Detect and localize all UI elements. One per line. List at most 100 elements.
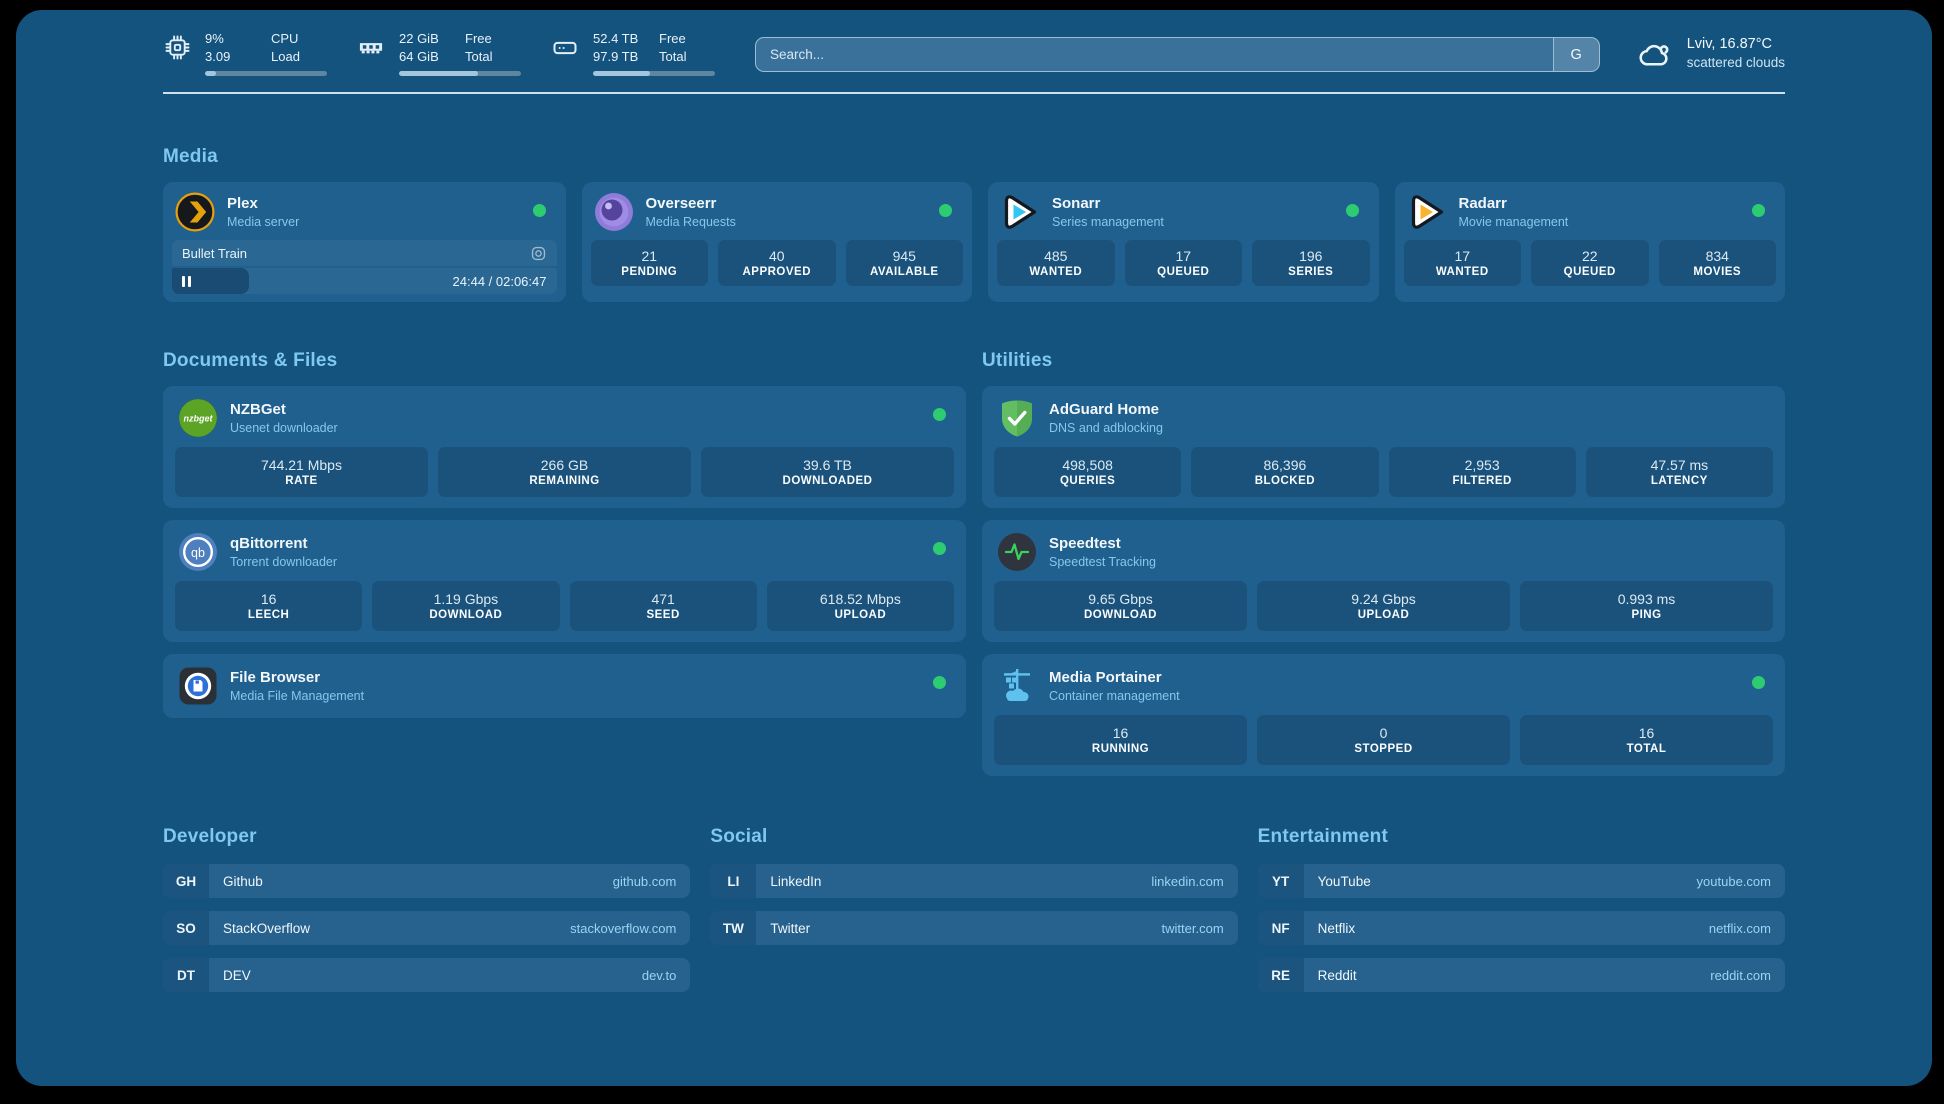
app-card-qbittorrent[interactable]: qb qBittorrent Torrent downloader (163, 520, 966, 643)
app-card-adguard[interactable]: AdGuard Home DNS and adblocking 498,508 … (982, 386, 1785, 509)
app-card-filebrowser[interactable]: File Browser Media File Management (163, 654, 966, 719)
stat-label: QUEUED (1563, 266, 1616, 279)
stat-value: 9.65 Gbps (1088, 591, 1153, 608)
bookmark-netflix[interactable]: NF Netflix netflix.com (1257, 911, 1785, 946)
stat-label: MOVIES (1693, 266, 1742, 279)
bookmark-twitter[interactable]: TW Twitter twitter.com (710, 911, 1238, 946)
ram-icon (357, 34, 385, 62)
stat-label: WANTED (1435, 266, 1489, 279)
stat-tile: 471 SEED (569, 581, 757, 632)
bookmark-name: Github (223, 873, 263, 889)
bookmark-name: LinkedIn (770, 873, 822, 889)
adguard-icon (997, 398, 1037, 438)
app-subtitle: Media File Management (230, 688, 365, 703)
app-subtitle: Media Requests (645, 214, 736, 229)
stat-value: 1.19 Gbps (433, 591, 499, 608)
stat-value: 21 (641, 248, 658, 265)
section-title-utilities: Utilities (982, 350, 1053, 372)
stat-label: DOWNLOAD (429, 609, 503, 622)
stat-label: APPROVED (742, 266, 812, 279)
stat-label: QUEUED (1157, 266, 1210, 279)
bookmark-abbr: LI (710, 864, 757, 899)
bookmark-stackoverflow[interactable]: SO StackOverflow stackoverflow.com (163, 911, 691, 946)
app-card-sonarr[interactable]: Sonarr Series management 485 WANTED 17 Q… (988, 182, 1379, 303)
app-card-speedtest[interactable]: Speedtest Speedtest Tracking 9.65 Gbps D… (982, 520, 1785, 643)
search-engine-button[interactable]: G (1552, 38, 1599, 71)
plex-icon (175, 192, 215, 232)
section-title-documents: Documents & Files (163, 350, 338, 372)
section-title-entertainment: Entertainment (1257, 826, 1388, 848)
weather-widget: Lviv, 16.87°C scattered clouds (1636, 34, 1785, 73)
disk-icon (551, 34, 579, 62)
stat-tile: 16 TOTAL (1520, 715, 1773, 766)
stat-label: DOWNLOAD (1084, 609, 1157, 622)
stat-value: 16 (1112, 725, 1129, 742)
cpu-load-value: 3.09 (205, 48, 231, 64)
bookmark-reddit[interactable]: RE Reddit reddit.com (1257, 958, 1785, 993)
bookmark-abbr: NF (1257, 911, 1304, 946)
stat-tile: 1.19 Gbps DOWNLOAD (372, 581, 560, 632)
bookmark-linkedin[interactable]: LI LinkedIn linkedin.com (710, 864, 1238, 899)
stat-label: RATE (285, 475, 318, 488)
playback-time: 24:44 / 02:06:47 (452, 273, 547, 289)
stat-label: WANTED (1029, 266, 1083, 279)
stat-value: 22 (1581, 248, 1598, 265)
app-card-portainer[interactable]: Media Portainer Container management 16 … (982, 654, 1785, 777)
cpu-progress-bar (205, 71, 327, 77)
bookmark-url: github.com (612, 873, 677, 889)
memory-stat: 22 GiB 64 GiB Free Total (357, 30, 521, 77)
stat-value: 0 (1379, 725, 1388, 742)
media-type-icon (530, 245, 547, 262)
stat-label: DOWNLOADED (782, 475, 873, 488)
pause-icon[interactable] (182, 268, 191, 294)
disk-stat: 52.4 TB 97.9 TB Free Total (551, 30, 715, 77)
stat-label: REMAINING (529, 475, 600, 488)
bookmark-url: dev.to (641, 967, 677, 983)
stat-tile: 945 AVAILABLE (845, 240, 963, 287)
developer-column: Developer GH Github github.com SO StackO… (163, 826, 691, 1005)
app-name: qBittorrent (230, 535, 308, 553)
app-card-nzbget[interactable]: nzbget NZBGet Usenet downloader 74 (163, 386, 966, 509)
section-title-developer: Developer (163, 826, 257, 848)
memory-total-value: 64 GiB (399, 48, 439, 64)
disk-free-label: Free (659, 31, 686, 46)
search-input[interactable] (755, 37, 1600, 72)
status-indicator (532, 204, 546, 218)
app-subtitle: Torrent downloader (230, 554, 338, 569)
stat-label: UPLOAD (1357, 609, 1410, 622)
stat-label: SEED (646, 609, 680, 622)
stat-tile: 744.21 Mbps RATE (175, 447, 428, 498)
cpu-load-label: Load (271, 48, 300, 64)
bookmark-name: Twitter (770, 920, 811, 936)
bookmark-youtube[interactable]: YT YouTube youtube.com (1257, 864, 1785, 899)
stat-tile: 47.57 ms LATENCY (1585, 447, 1773, 498)
stat-tile: 0 STOPPED (1257, 715, 1510, 766)
app-card-radarr[interactable]: Radarr Movie management 17 WANTED 22 QUE… (1394, 182, 1785, 303)
memory-progress-bar (399, 71, 521, 77)
bookmark-url: netflix.com (1708, 920, 1771, 936)
playback-progress-bar[interactable]: 24:44 / 02:06:47 (172, 268, 557, 295)
stat-value: 40 (768, 248, 785, 265)
weather-location: Lviv, 16.87°C (1686, 36, 1773, 52)
stat-value: 16 (1638, 725, 1655, 742)
svg-text:nzbget: nzbget (184, 414, 214, 424)
section-title-media: Media (163, 146, 218, 168)
bookmark-url: twitter.com (1161, 920, 1224, 936)
stat-tile: 485 WANTED (997, 240, 1115, 287)
stat-tile: 2,953 FILTERED (1388, 447, 1576, 498)
stat-value: 266 GB (540, 457, 589, 474)
stat-value: 498,508 (1062, 457, 1113, 474)
status-indicator (1345, 204, 1359, 218)
stat-value: 834 (1705, 248, 1729, 265)
bookmark-github[interactable]: GH Github github.com (163, 864, 691, 899)
app-subtitle: Series management (1052, 214, 1164, 229)
stat-value: 618.52 Mbps (819, 591, 901, 608)
stat-label: AVAILABLE (869, 266, 939, 279)
bookmark-abbr: SO (163, 911, 209, 946)
section-title-social: Social (710, 826, 768, 848)
app-card-plex[interactable]: Plex Media server Bullet Train (163, 182, 566, 303)
app-card-overseerr[interactable]: Overseerr Media Requests 21 PENDING 40 A… (581, 182, 972, 303)
bookmark-dev[interactable]: DT DEV dev.to (163, 958, 691, 993)
app-subtitle: Speedtest Tracking (1049, 554, 1157, 569)
status-indicator (933, 542, 946, 556)
